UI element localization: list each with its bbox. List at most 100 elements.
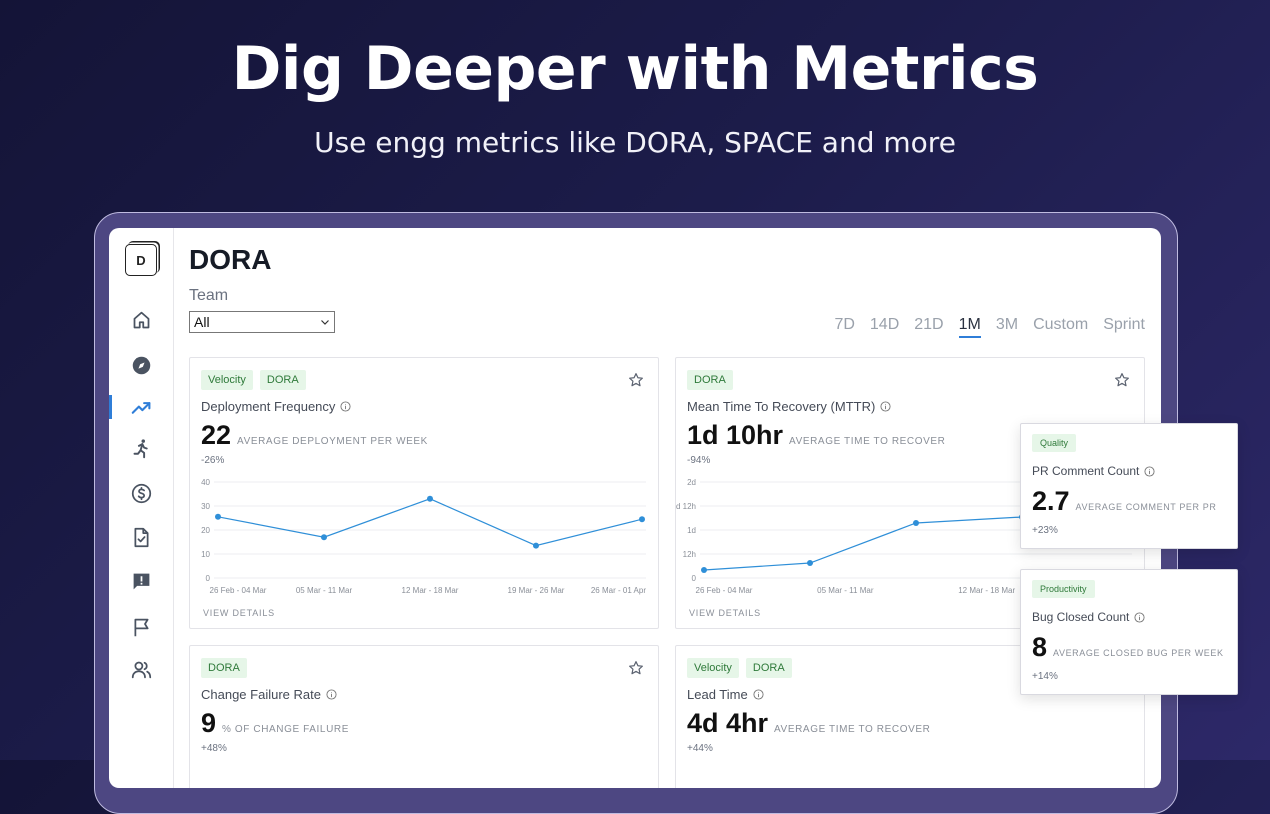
metric: 8 AVERAGE CLOSED BUG PER WEEK	[1032, 632, 1224, 663]
data-point[interactable]	[321, 534, 327, 541]
card-title: Deployment Frequency	[201, 399, 351, 414]
range-tab-7d[interactable]: 7D	[834, 316, 855, 333]
metric: 22 AVERAGE DEPLOYMENT PER WEEK	[201, 420, 428, 451]
tag-dora[interactable]: DORA	[259, 370, 306, 390]
card-title: PR Comment Count	[1032, 464, 1155, 478]
tag-dora[interactable]: DORA	[201, 658, 247, 678]
data-point[interactable]	[427, 495, 433, 502]
sidebar-item-activity[interactable]	[109, 432, 173, 464]
info-icon[interactable]	[1134, 611, 1145, 623]
metric: 2.7 AVERAGE COMMENT PER PR	[1032, 486, 1216, 517]
sidebar-item-team[interactable]	[109, 653, 173, 685]
compass-icon	[132, 356, 150, 374]
card-title-text: Mean Time To Recovery (MTTR)	[687, 399, 876, 414]
metric-value: 8	[1032, 632, 1048, 662]
y-tick-label: 0	[206, 574, 211, 583]
tag-quality[interactable]: Quality	[1032, 434, 1077, 452]
metric: 4d 4hr AVERAGE TIME TO RECOVER	[687, 708, 930, 739]
data-point[interactable]	[533, 542, 539, 549]
view-details-link[interactable]: VIEW DETAILS	[203, 608, 275, 618]
data-point[interactable]	[807, 560, 813, 566]
x-tick-label: 26 Feb - 04 Mar	[696, 586, 753, 595]
info-icon[interactable]	[340, 401, 351, 412]
tag-velocity[interactable]: Velocity	[687, 658, 739, 678]
bug-closed-count-card: Productivity Bug Closed Count 8 AVERAGE …	[1020, 569, 1238, 695]
team-select[interactable]: All	[189, 311, 335, 333]
range-tab-3m[interactable]: 3M	[995, 316, 1019, 333]
metric-label: AVERAGE COMMENT PER PR	[1075, 502, 1217, 512]
x-tick-label: 12 Mar - 18 Mar	[402, 586, 459, 595]
metric-value: 4d 4hr	[687, 708, 769, 738]
team-label: Team	[189, 287, 229, 304]
dollar-icon	[131, 483, 151, 503]
range-tab-1m[interactable]: 1M	[958, 316, 981, 338]
hero-subtitle: Use engg metrics like DORA, SPACE and mo…	[314, 126, 956, 159]
info-icon[interactable]	[880, 401, 891, 412]
y-tick-label: 0	[692, 574, 697, 583]
metric-delta: -26%	[201, 455, 225, 466]
sidebar-item-metrics[interactable]	[109, 391, 173, 423]
sidebar: D	[109, 228, 174, 788]
metric-label: AVERAGE CLOSED BUG PER WEEK	[1053, 648, 1224, 658]
data-point[interactable]	[215, 513, 221, 520]
star-icon[interactable]	[1114, 372, 1130, 388]
metric-value: 1d 10hr	[687, 420, 784, 450]
metric-value: 22	[201, 420, 232, 450]
range-tab-14d[interactable]: 14D	[869, 316, 900, 333]
checklist-icon	[134, 527, 148, 547]
tag-velocity[interactable]: Velocity	[201, 370, 253, 390]
star-icon[interactable]	[628, 660, 644, 676]
y-tick-label: 10	[201, 550, 210, 559]
card-title: Change Failure Rate	[201, 687, 337, 702]
sidebar-item-home[interactable]	[109, 304, 173, 336]
deployment-frequency-chart: 0 10 20 30 40 26 Feb - 04 Mar 05 Mar - 11 Mar 1…	[201, 478, 646, 595]
metric-value: 9	[201, 708, 217, 738]
flag-icon	[134, 618, 148, 636]
tag-dora[interactable]: DORA	[687, 370, 733, 390]
y-tick-label: 12h	[683, 550, 696, 559]
home-icon	[133, 311, 149, 328]
tag-productivity[interactable]: Productivity	[1032, 580, 1095, 598]
star-icon[interactable]	[628, 372, 644, 388]
logo-letter: D	[136, 252, 146, 268]
page-title: DORA	[189, 244, 272, 275]
y-tick-label: 1d 12h	[676, 502, 696, 511]
card-title-text: PR Comment Count	[1032, 464, 1140, 478]
info-icon[interactable]	[1144, 465, 1155, 477]
metric-delta: +44%	[687, 743, 713, 754]
sidebar-item-feedback[interactable]	[109, 565, 173, 597]
metric-label: AVERAGE TIME TO RECOVER	[789, 436, 946, 447]
running-person-icon	[133, 438, 148, 458]
metric-label: AVERAGE DEPLOYMENT PER WEEK	[237, 436, 428, 447]
sidebar-item-cost[interactable]	[109, 477, 173, 509]
metric-label: % OF CHANGE FAILURE	[222, 724, 350, 735]
metric-delta: +14%	[1032, 671, 1058, 682]
chevron-down-icon	[321, 320, 329, 325]
data-point[interactable]	[913, 520, 919, 526]
sidebar-item-reports[interactable]	[109, 521, 173, 553]
tag-dora[interactable]: DORA	[745, 658, 792, 678]
view-details-link[interactable]: VIEW DETAILS	[689, 608, 761, 618]
y-tick-label: 40	[201, 478, 210, 487]
sidebar-item-explore[interactable]	[109, 349, 173, 381]
range-tab-21d[interactable]: 21D	[914, 316, 944, 333]
range-tab-custom[interactable]: Custom	[1033, 316, 1089, 333]
y-tick-label: 1d	[687, 526, 696, 535]
app-logo[interactable]: D	[125, 244, 157, 276]
y-tick-label: 20	[201, 526, 210, 535]
metric-delta: +23%	[1032, 525, 1058, 536]
info-icon[interactable]	[753, 689, 764, 700]
info-icon[interactable]	[326, 689, 337, 700]
metric-value: 2.7	[1032, 486, 1070, 516]
y-tick-label: 2d	[687, 478, 696, 487]
sidebar-item-goals[interactable]	[109, 611, 173, 643]
card-title-text: Deployment Frequency	[201, 399, 336, 414]
data-point[interactable]	[639, 516, 645, 523]
card-title: Mean Time To Recovery (MTTR)	[687, 399, 891, 414]
hero-title: Dig Deeper with Metrics	[231, 34, 1039, 104]
range-tab-sprint[interactable]: Sprint	[1103, 316, 1145, 333]
data-point[interactable]	[701, 567, 707, 573]
metric-delta: +48%	[201, 743, 227, 754]
card-title-text: Change Failure Rate	[201, 687, 321, 702]
y-tick-label: 30	[201, 502, 210, 511]
